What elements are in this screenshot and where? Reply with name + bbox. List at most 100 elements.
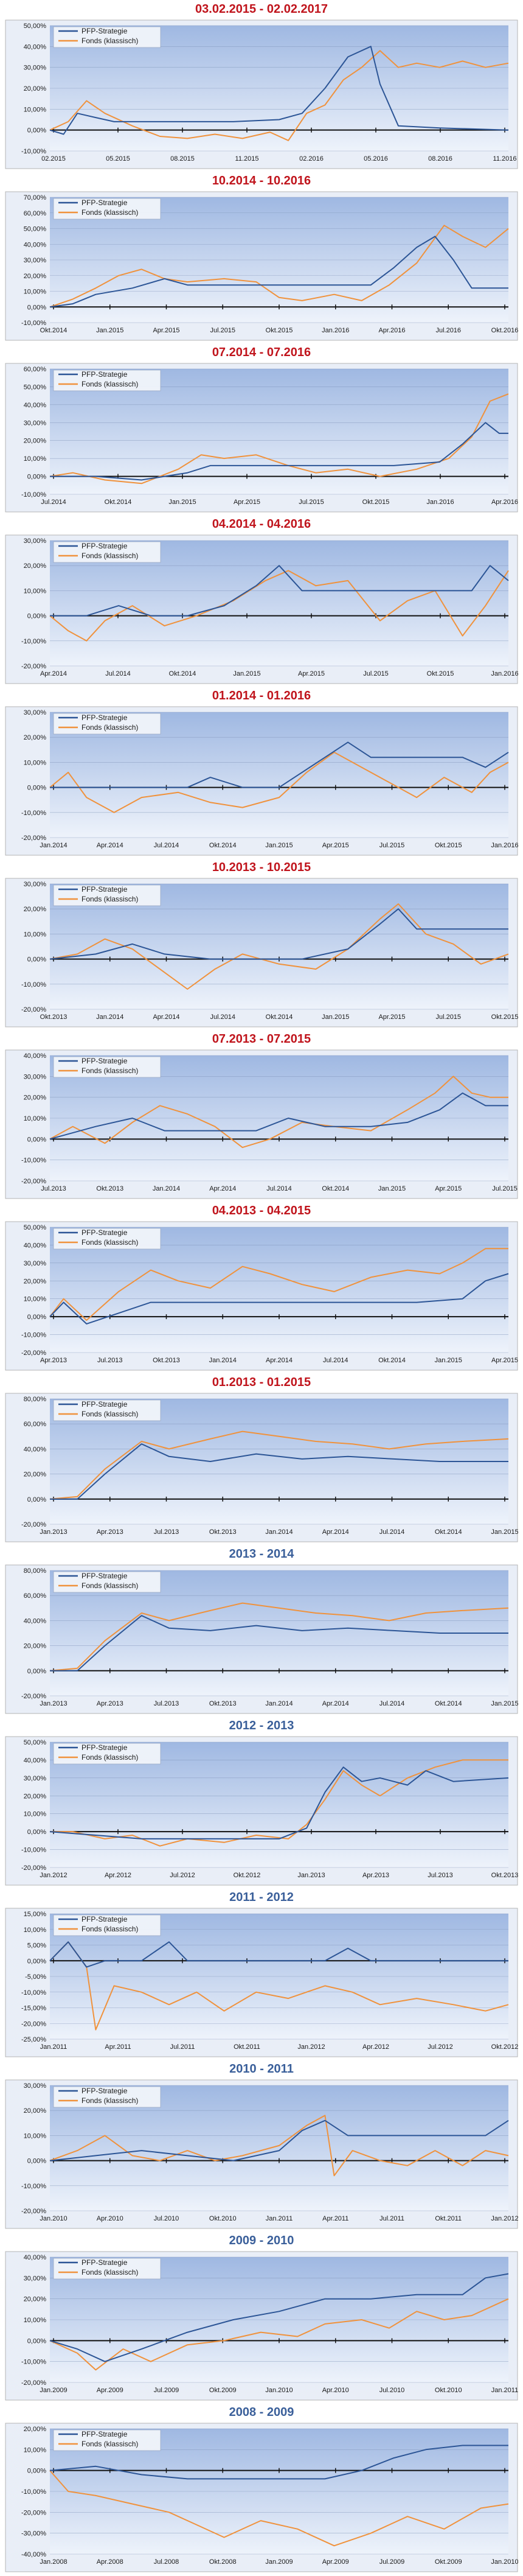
- y-tick-label: 30,00%: [24, 65, 47, 72]
- y-tick-label: 10,00%: [24, 2317, 47, 2324]
- x-tick-label: Jan.2016: [491, 670, 518, 677]
- x-tick-label: Jan.2013: [297, 1872, 325, 1879]
- line-chart: -20,00% -10,00% 0,00% 10,00% 20,00% 30,00% Apr…: [5, 534, 518, 684]
- series-line-pfp: [50, 741, 509, 788]
- x-tick-label: Okt.2013: [209, 1528, 237, 1536]
- chart-panel: 04.2014 - 04.2016 -20,00% -10,00% 0,00% 10,0…: [5, 515, 518, 687]
- line-chart: -20,00% -10,00% 0,00% 10,00% 20,00% 30,00% 40,…: [5, 1221, 518, 1371]
- y-tick-label: -10,00%: [21, 638, 46, 645]
- x-tick-label: Jul.2012: [428, 2043, 453, 2051]
- y-tick-label: 30,00%: [24, 881, 47, 888]
- y-tick-label: 20,00%: [24, 1278, 47, 1285]
- x-tick-label: Jul.2016: [435, 327, 461, 334]
- y-tick-label: 40,00%: [24, 1242, 47, 1249]
- x-tick-label: Okt.2015: [435, 842, 462, 849]
- chart-panel: 01.2014 - 01.2016 -20,00% -10,00% 0,00% 10,0…: [5, 687, 518, 858]
- y-tick-label: 0,00%: [27, 304, 46, 311]
- legend: [53, 2429, 161, 2451]
- y-tick-label: 40,00%: [24, 1757, 47, 1764]
- x-tick-label: Jan.2013: [40, 1700, 67, 1707]
- x-tick-label: Apr.2015: [378, 1013, 405, 1021]
- x-tick-label: Apr.2012: [362, 2043, 389, 2051]
- chart-panel: 2011 - 2012 -25,00% -20,00% -15,00% -10,00% -…: [5, 1888, 518, 2060]
- series-line-pfp: [49, 2273, 509, 2362]
- chart-title: 04.2013 - 04.2015: [212, 1204, 311, 1217]
- series-line-fonds: [49, 1076, 508, 1149]
- chart-title: 2009 - 2010: [229, 2234, 294, 2247]
- x-tick-label: Jul.2014: [210, 1013, 235, 1021]
- line-chart: -20,00% 0,00% 20,00% 40,00% 60,00% 80,00% Jan.…: [5, 1393, 518, 1542]
- y-tick-label: 0,00%: [27, 2468, 46, 2475]
- x-tick-label: 08.2015: [170, 155, 195, 163]
- x-tick-label: 02.2016: [299, 155, 324, 163]
- x-tick-label: 08.2016: [428, 155, 452, 163]
- x-tick-label: Jul.2013: [428, 1872, 453, 1879]
- chart-title: 2013 - 2014: [229, 1547, 294, 1561]
- x-tick-label: Apr.2009: [97, 2387, 123, 2394]
- chart-title: 2011 - 2012: [229, 1891, 294, 1904]
- y-tick-label: 30,00%: [24, 709, 47, 716]
- x-tick-label: Jan.2016: [491, 842, 518, 849]
- y-tick-label: -20,00%: [21, 1006, 46, 1013]
- y-tick-label: -10,00%: [21, 1847, 46, 1854]
- x-tick-label: Apr.2014: [266, 1357, 293, 1364]
- x-tick-label: Apr.2011: [105, 2043, 131, 2051]
- y-tick-label: -10,00%: [21, 810, 46, 817]
- y-tick-label: -20,00%: [21, 835, 46, 842]
- y-tick-label: -20,00%: [21, 2208, 46, 2215]
- x-tick-label: Jul.2015: [379, 842, 405, 849]
- x-tick-label: Apr.2011: [322, 2215, 348, 2222]
- x-tick-label: Jan.2015: [322, 1013, 349, 1021]
- legend: [53, 26, 161, 48]
- chart-panel: 04.2013 - 04.2015 -20,00% -10,00% 0,00% 10,0…: [5, 1202, 518, 1373]
- x-tick-label: Jan.2015: [491, 1700, 518, 1707]
- y-tick-label: 10,00%: [24, 1811, 47, 1818]
- y-tick-label: 20,00%: [24, 1471, 47, 1479]
- legend-label-pfp: PFP-Strategie: [81, 1228, 128, 1237]
- legend-label-pfp: PFP-Strategie: [81, 2087, 128, 2095]
- x-tick-label: Jul.2015: [299, 499, 324, 506]
- y-tick-label: 0,00%: [27, 613, 46, 620]
- legend-label-pfp: PFP-Strategie: [81, 1400, 128, 1409]
- legend-label-pfp: PFP-Strategie: [81, 885, 128, 894]
- series-line-pfp: [49, 1273, 509, 1325]
- y-tick-label: 10,00%: [24, 289, 47, 296]
- y-tick-label: -20,00%: [21, 2020, 46, 2028]
- legend: [53, 198, 161, 220]
- line-chart: -20,00% 0,00% 20,00% 40,00% 60,00% 80,00% Jan.…: [5, 1564, 518, 1714]
- legend: [53, 1743, 161, 1765]
- x-tick-label: Okt.2011: [234, 2043, 260, 2051]
- x-tick-label: Jul.2009: [154, 2387, 179, 2394]
- x-tick-label: Okt.2013: [96, 1185, 123, 1192]
- y-tick-label: 20,00%: [24, 2296, 47, 2303]
- y-tick-label: 40,00%: [24, 2254, 47, 2261]
- y-tick-label: 0,00%: [27, 1136, 46, 1143]
- x-tick-label: Okt.2012: [491, 2043, 518, 2051]
- x-tick-label: Okt.2010: [435, 2387, 462, 2394]
- y-tick-label: 20,00%: [24, 2107, 47, 2115]
- x-tick-label: Okt.2011: [435, 2215, 462, 2222]
- chart-title: 10.2013 - 10.2015: [212, 861, 311, 874]
- x-tick-label: Okt.2013: [209, 1700, 237, 1707]
- y-tick-label: 10,00%: [24, 759, 47, 766]
- y-tick-label: 40,00%: [24, 241, 47, 248]
- x-tick-label: Okt.2014: [266, 1013, 293, 1021]
- x-tick-label: Jul.2010: [154, 2215, 179, 2222]
- y-tick-label: 20,00%: [24, 906, 47, 913]
- line-chart: -20,00% -10,00% 0,00% 10,00% 20,00% 30,00% Okt…: [5, 878, 518, 1027]
- series-line-fonds: [49, 1248, 508, 1321]
- y-tick-label: -10,00%: [21, 2359, 46, 2366]
- y-tick-label: 20,00%: [24, 438, 47, 445]
- x-tick-label: Okt.2014: [378, 1357, 406, 1364]
- x-tick-label: Jan.2015: [265, 842, 293, 849]
- y-tick-label: 0,00%: [27, 785, 46, 792]
- x-tick-label: Jan.2010: [265, 2387, 293, 2394]
- series-line-fonds: [49, 50, 509, 141]
- legend: [53, 1571, 161, 1593]
- x-tick-label: Apr.2013: [97, 1528, 123, 1536]
- x-tick-label: Apr.2010: [97, 2215, 123, 2222]
- x-tick-label: Jan.2014: [96, 1013, 123, 1021]
- legend-label-fonds: Fonds (klassisch): [81, 723, 138, 732]
- x-tick-label: Okt.2014: [40, 327, 68, 334]
